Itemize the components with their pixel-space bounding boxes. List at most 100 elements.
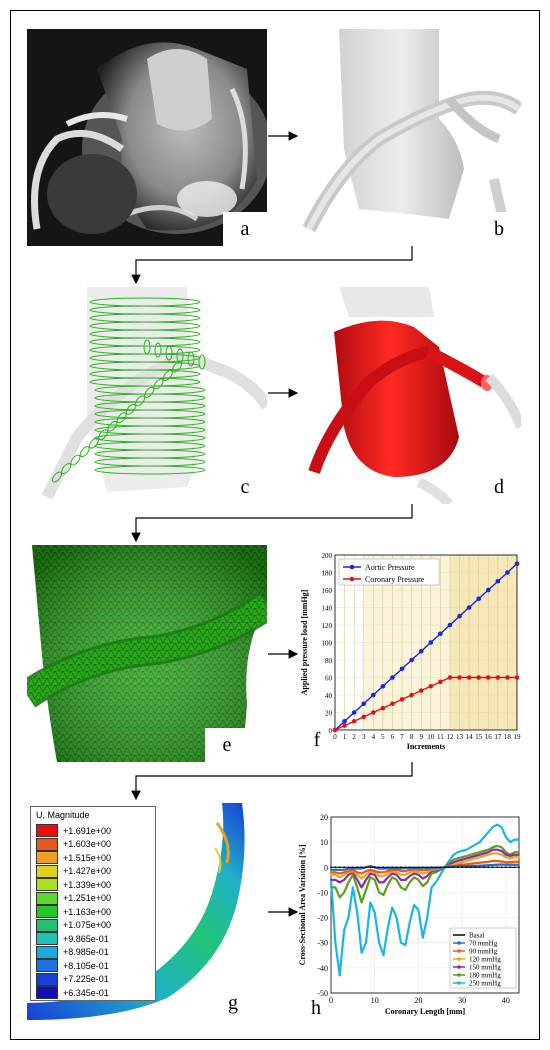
legend-label: Basal (469, 932, 485, 940)
data-point (332, 727, 338, 733)
panel-d-solid-model: d (299, 287, 521, 504)
data-point (518, 866, 520, 869)
data-point (487, 848, 490, 851)
legend-value: +6.345e-01 (63, 987, 109, 998)
data-point (408, 881, 411, 884)
data-point (443, 866, 446, 869)
coronary-ring (52, 471, 62, 483)
data-point (373, 911, 376, 914)
y-tick-label: -40 (317, 964, 328, 973)
data-point (386, 926, 389, 929)
legend-row: +6.345e-01 (36, 986, 111, 1000)
data-point (347, 881, 350, 884)
x-tick-label: 11 (437, 733, 444, 741)
data-point (386, 883, 389, 886)
data-point (382, 954, 385, 957)
legend-swatch (36, 864, 58, 878)
data-point (347, 873, 350, 876)
legend-swatch (36, 851, 58, 865)
data-point (371, 710, 376, 715)
data-point (378, 867, 380, 870)
data-point (360, 877, 363, 880)
y-tick-label: -50 (317, 989, 328, 998)
branch-ring (176, 348, 184, 364)
data-point (365, 870, 367, 872)
data-point (356, 867, 359, 870)
data-point (474, 852, 477, 855)
data-point (514, 561, 520, 567)
data-point (500, 826, 503, 828)
y-tick-label: 20 (325, 710, 333, 718)
data-point (338, 868, 341, 871)
data-point (343, 891, 346, 894)
ct-scan-graphic (27, 29, 267, 246)
data-point (461, 861, 464, 864)
data-point (465, 848, 468, 851)
data-point (456, 860, 459, 862)
data-point (373, 866, 376, 869)
data-point (491, 866, 494, 869)
legend-swatch (36, 891, 58, 905)
coronary-ring (79, 446, 90, 458)
data-point (513, 851, 516, 854)
data-point (496, 860, 499, 862)
data-point (483, 836, 485, 839)
x-tick-label: 3 (362, 733, 366, 741)
data-point (485, 587, 491, 593)
data-point (452, 861, 455, 864)
data-point (360, 867, 363, 870)
data-point (452, 858, 455, 861)
data-point (421, 877, 424, 880)
x-tick-label: 8 (410, 733, 414, 741)
legend-row: +1.339e+00 (36, 878, 111, 892)
panel-label-h: h (311, 996, 321, 1019)
sweep-rings-graphic (41, 287, 267, 500)
data-point (461, 856, 464, 859)
data-point (365, 866, 367, 869)
data-point (500, 866, 503, 869)
data-point (356, 878, 359, 881)
data-point (338, 896, 341, 899)
data-point (382, 881, 385, 884)
legend-swatch (36, 959, 58, 973)
y-tick-label: 180 (322, 570, 333, 578)
coronary-ring (61, 463, 72, 475)
data-point (351, 718, 357, 724)
legend-row: +1.691e+00 (36, 824, 111, 838)
panel-a-ct-image: a (27, 29, 267, 246)
data-point (334, 873, 337, 876)
data-point (417, 878, 420, 881)
y-tick-label: 0 (329, 727, 333, 735)
coronary-ring (98, 429, 109, 441)
data-point (395, 867, 398, 870)
data-point (478, 864, 481, 867)
data-point (504, 856, 507, 859)
data-point (509, 841, 512, 844)
data-point (343, 878, 346, 881)
legend-value: +1.691e+00 (63, 825, 112, 836)
y-tick-label: -30 (317, 939, 328, 948)
data-point (504, 866, 507, 869)
data-point (361, 714, 367, 720)
data-point (500, 860, 503, 863)
data-point (408, 875, 411, 877)
x-axis-label: Coronary Length [mm] (385, 1007, 466, 1016)
data-point (400, 941, 402, 944)
x-tick-label: 14 (466, 733, 474, 741)
x-tick-label: 0 (333, 733, 337, 741)
data-point (404, 878, 407, 881)
coronary-ring (135, 395, 146, 407)
data-point (378, 891, 380, 894)
data-point (448, 860, 450, 862)
data-point (417, 868, 420, 871)
data-point (334, 878, 337, 881)
legend-label: 120 mmHg (469, 956, 501, 964)
data-point (400, 878, 402, 881)
legend-row: +1.427e+00 (36, 864, 111, 879)
data-point (509, 861, 512, 864)
data-point (408, 921, 411, 924)
data-point (491, 860, 494, 862)
data-point (496, 848, 499, 851)
coronary-ring (116, 412, 127, 424)
